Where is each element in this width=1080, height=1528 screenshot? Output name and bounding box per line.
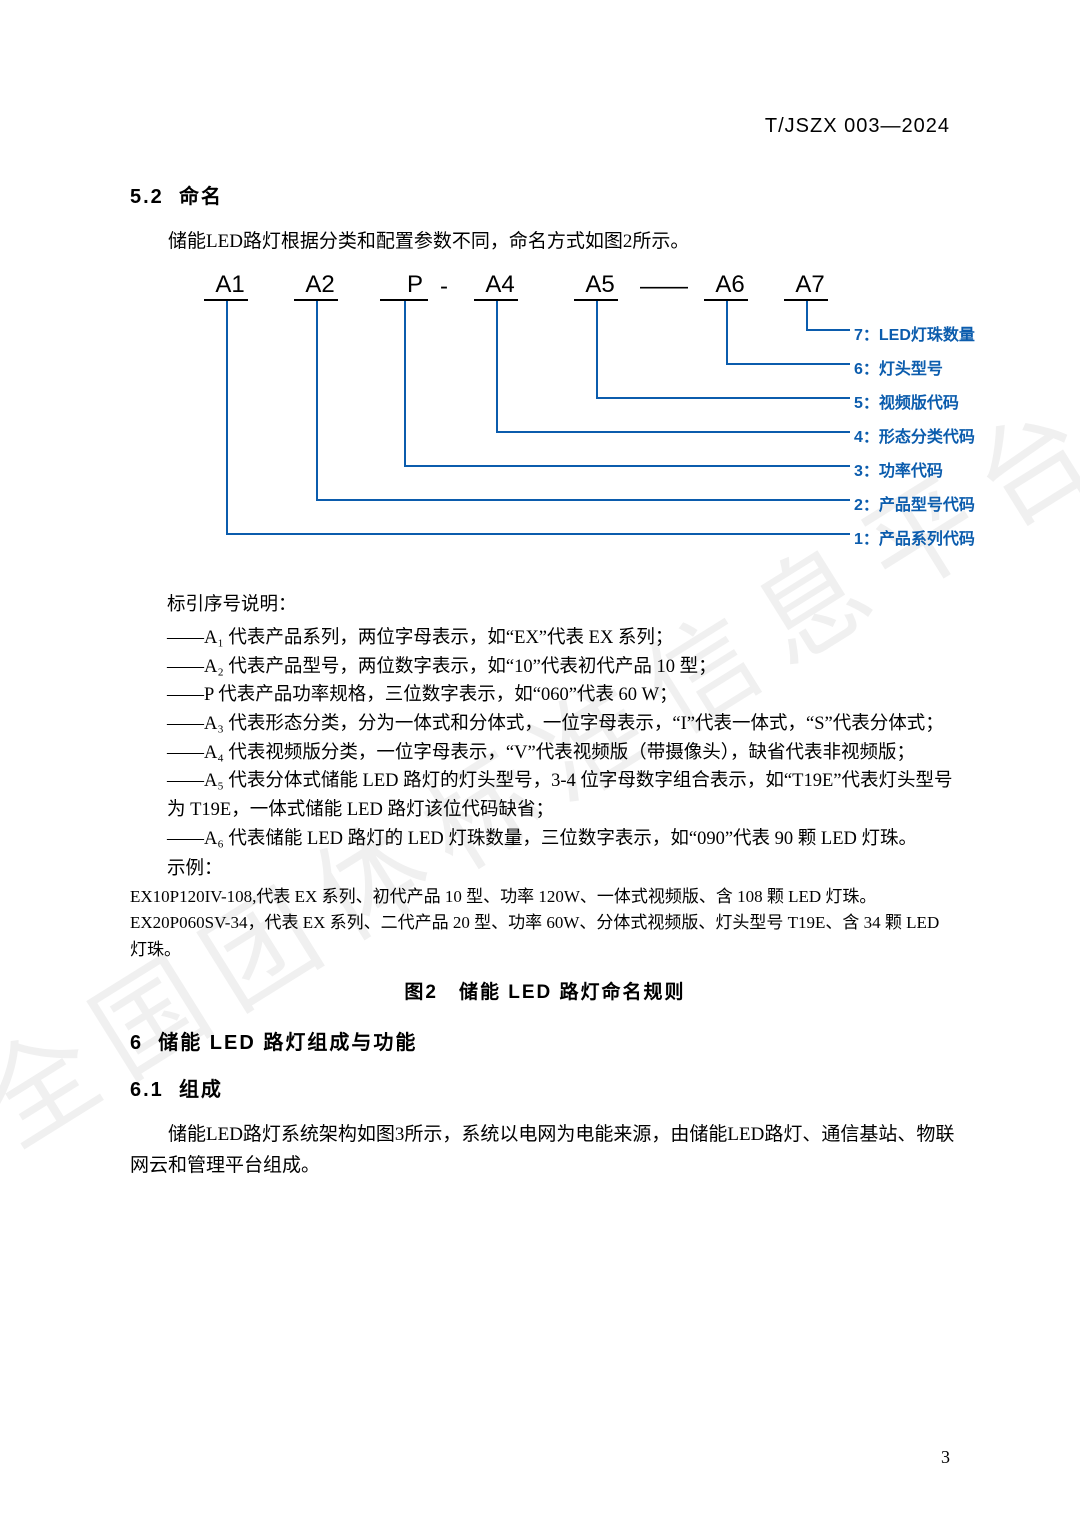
heading-6: 6 储能 LED 路灯组成与功能 [130, 1026, 960, 1055]
explain-item-5: ——A₄ 代表视频版分类，一位字母表示，“V”代表视频版（带摄像头），缺省代表非… [130, 739, 960, 768]
vline-a4 [496, 301, 498, 431]
code-a4: A4 [480, 271, 520, 299]
heading-title: 储能 LED 路灯组成与功能 [158, 1032, 417, 1054]
explain-item-6: ——A₅ 代表分体式储能 LED 路灯的灯头型号，3-4 位字母数字组合表示，如… [130, 767, 960, 824]
explain-head: 标引序号说明： [130, 591, 960, 620]
page-number: 3 [941, 1447, 950, 1468]
intro-5-2: 储能LED路灯根据分类和配置参数不同，命名方式如图2所示。 [130, 227, 960, 257]
vline-a7 [806, 301, 808, 329]
explain-item-3: ——P 代表产品功率规格，三位数字表示，如“060”代表 60 W； [130, 681, 960, 710]
explanation-block: 标引序号说明： ——A₁ 代表产品系列，两位字母表示，如“EX”代表 EX 系列… [130, 591, 960, 963]
legend-4: 4：形态分类代码 [854, 423, 975, 447]
naming-diagram: A1 A2 P - A4 A5 —— A6 A7 7：LED灯珠数量 6：灯头型… [170, 271, 930, 571]
hline-a6 [726, 363, 850, 365]
code-a6: A6 [710, 271, 750, 299]
code-p: P [395, 271, 435, 299]
legend-2: 2：产品型号代码 [854, 491, 975, 515]
hline-a1 [226, 533, 850, 535]
hline-a4 [496, 431, 850, 433]
explain-item-7: ——A₆ 代表储能 LED 路灯的 LED 灯珠数量，三位数字表示，如“090”… [130, 825, 960, 854]
heading-title: 命名 [179, 186, 223, 208]
vline-a1 [226, 301, 228, 533]
heading-number: 6 [130, 1032, 143, 1054]
page: T/JSZX 003—2024 5.2 命名 储能LED路灯根据分类和配置参数不… [0, 0, 1080, 1255]
code-a2: A2 [300, 271, 340, 299]
heading-number: 5.2 [130, 186, 164, 208]
example-text: EX10P120IV-108,代表 EX 系列、初代产品 10 型、功率 120… [130, 884, 960, 963]
figure-2-caption: 图2 储能 LED 路灯命名规则 [130, 977, 960, 1004]
legend-7: 7：LED灯珠数量 [854, 321, 975, 345]
vline-a2 [316, 301, 318, 499]
heading-5-2: 5.2 命名 [130, 180, 960, 209]
separator-dash: - [440, 273, 448, 301]
code-a7: A7 [790, 271, 830, 299]
separator-long-dash: —— [640, 273, 688, 301]
legend-1: 1：产品系列代码 [854, 525, 975, 549]
explain-item-2: ——A₂ 代表产品型号，两位数字表示，如“10”代表初代产品 10 型； [130, 653, 960, 682]
hline-a5 [596, 397, 850, 399]
hline-p [404, 465, 850, 467]
hline-a7 [806, 329, 850, 331]
body-6-1: 储能LED路灯系统架构如图3所示，系统以电网为电能来源，由储能LED路灯、通信基… [130, 1120, 960, 1181]
vline-a6 [726, 301, 728, 363]
heading-6-1: 6.1 组成 [130, 1073, 960, 1102]
hline-a2 [316, 499, 850, 501]
explain-item-1: ——A₁ 代表产品系列，两位字母表示，如“EX”代表 EX 系列； [130, 624, 960, 653]
legend-5: 5：视频版代码 [854, 389, 959, 413]
code-a1: A1 [210, 271, 250, 299]
heading-number: 6.1 [130, 1079, 164, 1101]
legend-6: 6：灯头型号 [854, 355, 943, 379]
document-code: T/JSZX 003—2024 [765, 115, 950, 138]
code-a5: A5 [580, 271, 620, 299]
vline-p [404, 301, 406, 465]
heading-title: 组成 [179, 1079, 223, 1101]
vline-a5 [596, 301, 598, 397]
explain-item-4: ——A₃ 代表形态分类，分为一体式和分体式，一位字母表示，“I”代表一体式，“S… [130, 710, 960, 739]
legend-3: 3：功率代码 [854, 457, 943, 481]
example-head: 示例： [130, 855, 960, 884]
